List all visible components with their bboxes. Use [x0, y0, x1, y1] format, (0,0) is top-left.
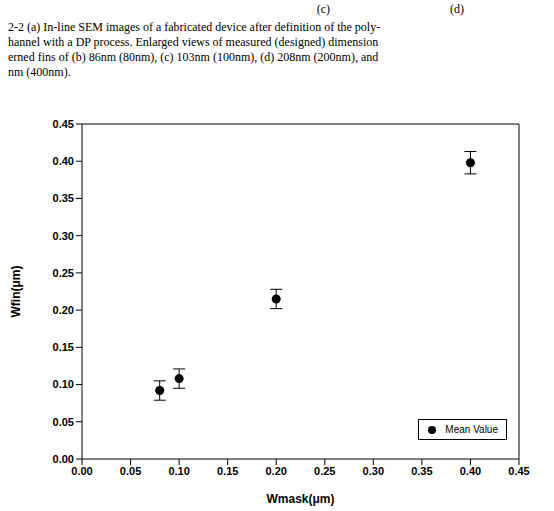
svg-text:0.40: 0.40	[460, 465, 481, 477]
html-text:Mean Value: Mean Value	[445, 424, 498, 435]
svg-text:0.35: 0.35	[53, 192, 74, 204]
svg-text:0.30: 0.30	[363, 465, 384, 477]
svg-text:0.15: 0.15	[53, 341, 74, 353]
svg-text:0.40: 0.40	[53, 155, 74, 167]
svg-text:0.10: 0.10	[53, 378, 74, 390]
svg-text:0.25: 0.25	[53, 267, 74, 279]
svg-text:0.05: 0.05	[53, 416, 74, 428]
html-text:(d): (d)	[450, 2, 464, 16]
svg-text:0.00: 0.00	[53, 453, 74, 465]
html-text:hannel with a DP process. Enla: hannel with a DP process. Enlarged views…	[8, 35, 379, 49]
svg-text:0.30: 0.30	[53, 230, 74, 242]
svg-text:0.00: 0.00	[71, 465, 92, 477]
html-text:(c): (c)	[316, 2, 330, 16]
html-text:nm (400nm).: nm (400nm).	[8, 65, 71, 79]
svg-text:0.15: 0.15	[217, 465, 238, 477]
svg-text:Wmask(μm): Wmask(μm)	[266, 492, 334, 506]
svg-text:Wfin(μm): Wfin(μm)	[9, 266, 23, 318]
svg-text:0.35: 0.35	[411, 465, 432, 477]
svg-text:0.10: 0.10	[168, 465, 189, 477]
html-text:2-2 (a) In-line SEM images of: 2-2 (a) In-line SEM images of a fabricat…	[8, 20, 381, 34]
svg-text:0.45: 0.45	[508, 465, 529, 477]
svg-text:0.20: 0.20	[53, 304, 74, 316]
html-text:erned fins of (b) 86nm (80nm),: erned fins of (b) 86nm (80nm), (c) 103nm…	[8, 50, 379, 64]
svg-text:0.20: 0.20	[266, 465, 287, 477]
svg-text:0.45: 0.45	[53, 118, 74, 130]
svg-text:0.25: 0.25	[314, 465, 335, 477]
svg-text:0.05: 0.05	[120, 465, 141, 477]
